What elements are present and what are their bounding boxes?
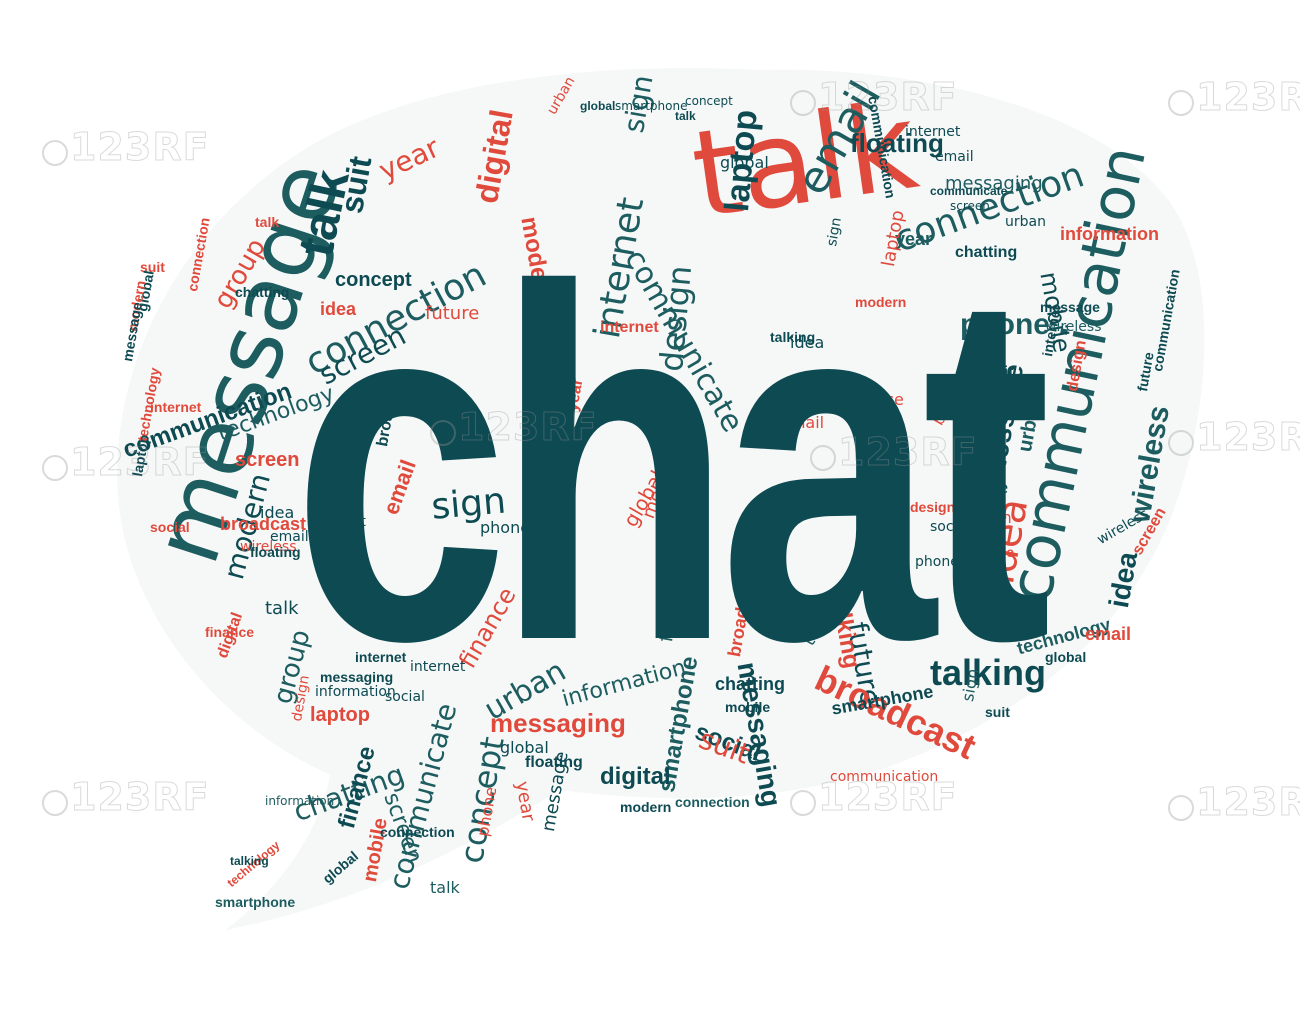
cloud-word-finance: finance <box>965 544 1015 560</box>
cloud-word-talk: talk <box>255 214 280 230</box>
cloud-word-email: email <box>780 413 825 432</box>
cloud-word-communication: communication <box>830 769 939 785</box>
cloud-word-messaging: messaging <box>320 669 394 685</box>
cloud-word-urban: urban <box>965 508 1012 527</box>
watermark-text: 123RF <box>838 430 978 475</box>
watermark-icon <box>1168 795 1194 821</box>
cloud-word-suit: suit <box>985 704 1010 720</box>
cloud-word-talking: talking <box>770 329 816 345</box>
cloud-word-talk: talk <box>265 598 299 619</box>
cloud-word-concept: concept <box>310 514 366 530</box>
watermark-icon <box>1168 430 1194 456</box>
cloud-word-messaging: messaging <box>490 708 626 738</box>
cloud-word-broadcast: broadcast <box>220 514 307 534</box>
watermark-icon <box>810 445 836 471</box>
cloud-word-future: future <box>960 478 1009 497</box>
watermark-text: 123RF <box>70 125 210 170</box>
cloud-word-internet: internet <box>410 659 466 675</box>
watermark-text: 123RF <box>458 405 598 450</box>
watermark-text: 123RF <box>70 775 210 820</box>
cloud-word-chatting: chatting <box>715 674 785 694</box>
cloud-word-message: message <box>1040 299 1100 315</box>
cloud-word-global: global <box>1045 649 1087 665</box>
cloud-word-screen: screen <box>235 449 300 471</box>
cloud-word-idea: idea <box>260 503 295 522</box>
watermark-icon <box>430 420 456 446</box>
cloud-word-talking: talking <box>930 652 1047 693</box>
cloud-word-laptop: laptop <box>310 704 370 726</box>
cloud-word-digital: digital <box>600 763 671 790</box>
watermark-text: 123RF <box>1196 75 1300 120</box>
cloud-word-concept: concept <box>335 269 412 291</box>
cloud-word-information: information <box>265 794 335 808</box>
cloud-word-internet: internet <box>905 124 961 140</box>
cloud-word-suit: suit <box>985 364 1014 381</box>
watermark-icon <box>42 455 68 481</box>
watermark-icon <box>42 140 68 166</box>
cloud-word-connection: connection <box>675 794 750 810</box>
cloud-word-floating: floating <box>250 544 301 560</box>
cloud-word-idea: idea <box>790 333 825 352</box>
watermark-icon <box>1168 90 1194 116</box>
hero-word-chat: chat <box>292 185 1052 744</box>
watermark-text: 123RF <box>818 775 958 820</box>
cloud-word-wireless: wireless <box>1045 319 1102 335</box>
cloud-word-email: email <box>935 149 974 165</box>
watermark-text: 123RF <box>1196 780 1300 825</box>
cloud-word-modern: modern <box>620 799 672 815</box>
watermark-text: 123RF <box>818 75 958 120</box>
cloud-word-design: design <box>910 499 956 515</box>
cloud-word-finance: finance <box>845 390 904 409</box>
cloud-word-concept: concept <box>685 94 733 108</box>
cloud-word-chatting: chatting <box>235 284 290 300</box>
cloud-word-phone: phone <box>915 554 959 570</box>
cloud-word-social: social <box>150 519 190 535</box>
cloud-word-future: future <box>425 303 480 324</box>
cloud-word-screen: screen <box>950 199 990 213</box>
cloud-word-phone: phone <box>960 308 1050 341</box>
cloud-word-mobile: mobile <box>725 699 771 715</box>
cloud-word-talking: talking <box>230 854 269 868</box>
cloud-word-phone: phone <box>480 518 531 537</box>
cloud-word-wireless: wireless <box>240 539 297 555</box>
cloud-word-social: social <box>930 519 970 535</box>
cloud-word-year: year <box>895 229 933 249</box>
cloud-word-modern: modern <box>855 294 907 310</box>
cloud-word-floating: floating <box>850 128 944 158</box>
watermark-icon <box>790 790 816 816</box>
cloud-word-internet: internet <box>355 649 407 665</box>
watermark-icon <box>42 790 68 816</box>
cloud-word-finance: finance <box>205 624 255 640</box>
cloud-word-internet: internet <box>150 399 202 415</box>
cloud-word-smartphone: smartphone <box>215 894 296 910</box>
cloud-word-global: global <box>720 153 769 172</box>
cloud-word-urban: urban <box>1005 214 1046 230</box>
cloud-word-smartphone: smartphone <box>615 99 688 113</box>
cloud-word-floating: floating <box>525 754 583 771</box>
cloud-word-information: information <box>1060 224 1159 244</box>
cloud-word-communicate: communicate <box>930 184 1008 198</box>
cloud-word-idea: idea <box>875 479 904 495</box>
cloud-word-talk: talk <box>430 878 460 897</box>
watermark-text: 123RF <box>70 440 210 485</box>
watermark-text: 123RF <box>1196 415 1300 460</box>
cloud-word-connection: connection <box>380 824 455 840</box>
cloud-word-global: global <box>580 99 616 113</box>
cloud-word-idea: idea <box>320 299 357 319</box>
cloud-word-global: global <box>500 738 549 757</box>
cloud-word-talk: talk <box>675 109 696 123</box>
cloud-word-messaging: messaging <box>945 173 1043 194</box>
cloud-word-social: social <box>385 689 425 705</box>
watermark-icon <box>790 90 816 116</box>
cloud-word-information: information <box>315 684 396 700</box>
cloud-word-email: email <box>1085 624 1132 644</box>
cloud-word-email: email <box>270 529 309 545</box>
cloud-word-suit: suit <box>140 259 165 275</box>
cloud-word-chatting: chatting <box>955 244 1018 261</box>
cloud-word-internet: internet <box>600 319 659 336</box>
